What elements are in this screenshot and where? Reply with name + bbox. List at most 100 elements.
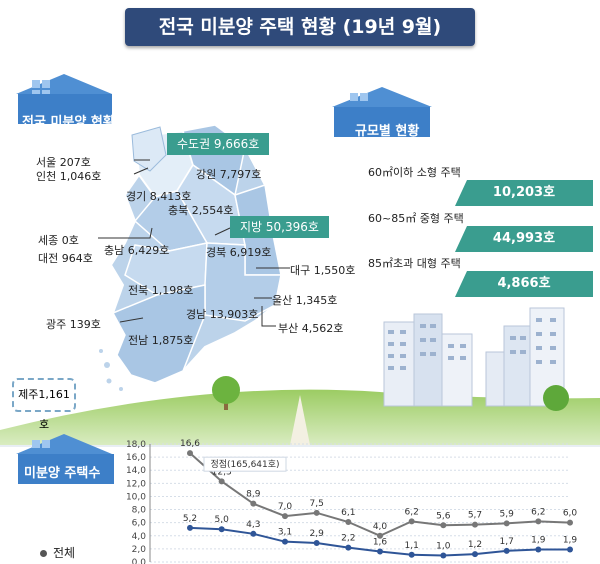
y-tick-label: 8,0 xyxy=(132,506,147,516)
y-tick-label: 2,0 xyxy=(132,545,147,555)
data-point xyxy=(250,500,257,507)
region-busan: 부산 4,562호 xyxy=(278,322,344,335)
region-seoul: 서울 207호 xyxy=(36,156,91,169)
data-label: 1,0 xyxy=(436,541,451,551)
region-gyeongbuk: 경북 6,919호 xyxy=(206,246,272,259)
korea-map xyxy=(99,125,283,391)
y-tick-label: 0,0 xyxy=(132,558,147,564)
data-label: 6,2 xyxy=(405,507,419,517)
data-point xyxy=(472,551,478,558)
data-point xyxy=(408,551,415,558)
peak-callout-label: 정점(165,641호) xyxy=(210,458,279,470)
data-label: 4,3 xyxy=(246,520,260,530)
size-section-title: 규모별 현황 xyxy=(355,124,420,139)
data-point xyxy=(282,513,288,520)
data-point xyxy=(377,532,383,539)
data-label: 6,2 xyxy=(531,507,545,517)
data-point xyxy=(345,519,352,526)
data-point xyxy=(440,522,447,529)
section-divider xyxy=(0,445,600,447)
data-label: 4,0 xyxy=(373,522,388,532)
region-daejeon: 대전 964호 xyxy=(38,252,93,265)
data-label: 16,6 xyxy=(180,439,200,449)
region-jeonnam: 전남 1,875호 xyxy=(128,334,194,347)
unsold-housing-line-chart: 18,0 16,0 14,0 12,0 10,0 8,0 6,0 4,0 2,0 0,0 16,6 1… xyxy=(126,439,578,564)
peak-callout-box xyxy=(203,456,287,472)
data-point xyxy=(313,539,320,546)
y-tick-label: 16,0 xyxy=(126,453,146,463)
y-tick-label: 4,0 xyxy=(132,532,147,542)
region-gwangju: 광주 139호 xyxy=(46,318,101,331)
data-point xyxy=(567,546,573,553)
data-point xyxy=(187,524,193,531)
data-point xyxy=(187,450,193,457)
region-daegu: 대구 1,550호 xyxy=(290,264,356,277)
y-tick-label: 6,0 xyxy=(132,519,147,529)
region-gyeongnam: 경남 13,903호 xyxy=(186,308,259,321)
legend-total-label: 전체 xyxy=(53,546,76,560)
page-title: 전국 미분양 주택 현황 (19년 9월) xyxy=(125,8,475,46)
data-point xyxy=(535,518,542,525)
region-jeonbuk: 전북 1,198호 xyxy=(128,284,194,297)
count-house-header xyxy=(16,434,114,484)
data-label: 5,9 xyxy=(500,509,515,519)
region-chungnam: 충남 6,429호 xyxy=(104,244,170,257)
data-point xyxy=(282,538,288,545)
region-sejong: 세종 0호 xyxy=(38,234,79,247)
data-label: 7,0 xyxy=(278,502,293,512)
data-label: 1,9 xyxy=(563,536,578,546)
data-point xyxy=(377,548,383,555)
data-point xyxy=(440,552,447,559)
data-label: 5,0 xyxy=(215,515,230,525)
national-section-title: 전국 미분양 현황 xyxy=(22,115,115,130)
y-tick-label: 10,0 xyxy=(126,492,146,502)
data-label: 7,5 xyxy=(310,499,324,509)
data-label: 2,2 xyxy=(341,534,355,544)
size-medium-label: 60~85㎡ 중형 주택 xyxy=(368,212,464,225)
data-point xyxy=(218,526,225,533)
y-tick-label: 14,0 xyxy=(126,466,146,476)
y-tick-label: 18,0 xyxy=(126,440,146,450)
region-chungbuk: 충북 2,554호 xyxy=(168,204,234,217)
data-label: 3,1 xyxy=(278,528,292,538)
data-label: 5,6 xyxy=(436,511,451,521)
national-house-header xyxy=(16,74,112,124)
data-label: 1,7 xyxy=(500,537,514,547)
data-point xyxy=(250,530,257,537)
data-point xyxy=(218,478,225,485)
data-point xyxy=(503,520,510,527)
size-large-value: 4,866호 xyxy=(455,271,593,297)
data-point xyxy=(472,521,478,528)
data-label: 6,1 xyxy=(341,508,355,518)
data-point xyxy=(313,509,320,516)
data-point xyxy=(408,518,415,525)
data-label: 8,9 xyxy=(246,490,261,500)
size-house-header xyxy=(332,87,432,137)
data-label: 1,2 xyxy=(468,540,482,550)
data-point xyxy=(503,547,510,554)
legend-total-swatch xyxy=(40,550,47,557)
region-gangwon: 강원 7,797호 xyxy=(196,168,262,181)
data-point xyxy=(345,544,352,551)
region-gyeonggi: 경기 8,413호 xyxy=(126,190,192,203)
capital-area-tag: 수도권 9,666호 xyxy=(167,133,270,155)
data-label: 5,2 xyxy=(183,514,197,524)
size-large-label: 85㎡초과 대형 주택 xyxy=(368,257,461,270)
data-point xyxy=(535,546,542,553)
size-small-value: 10,203호 xyxy=(455,180,593,206)
region-jeju: 제주1,161호 xyxy=(12,378,76,431)
size-medium-value: 44,993호 xyxy=(455,226,593,252)
legend-total: 전체 xyxy=(40,544,75,561)
data-label: 1,9 xyxy=(531,536,546,546)
region-ulsan: 울산 1,345호 xyxy=(272,294,338,307)
data-label: 1,6 xyxy=(373,538,388,548)
data-label: 5,7 xyxy=(468,511,482,521)
local-area-tag: 지방 50,396호 xyxy=(230,216,329,238)
data-label: 1,1 xyxy=(405,541,419,551)
bush-icon xyxy=(543,385,569,411)
y-tick-label: 12,0 xyxy=(126,479,146,489)
size-small-label: 60㎡이하 소형 주택 xyxy=(368,166,461,179)
tree-icon xyxy=(212,376,240,410)
